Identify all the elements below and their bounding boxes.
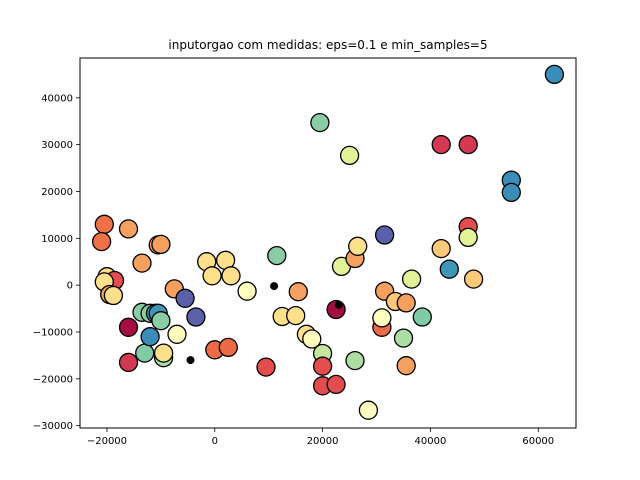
cluster-point-70 [501,182,521,203]
cluster-point-25 [186,307,206,327]
noise-point-2 [186,356,195,365]
y-tick-label-5: 20000 [41,187,73,198]
cluster-point-34 [267,245,287,266]
cluster-point-10 [132,253,152,273]
cluster-point-71 [544,64,565,85]
cluster-point-68 [463,269,484,289]
cluster-point-33 [256,357,276,377]
cluster-point-1 [91,231,112,252]
cluster-point-31 [221,266,241,286]
y-tick-label-4: 10000 [41,234,73,245]
x-tick-label-3: 40000 [415,436,447,447]
y-tick-label-3: 0 [67,281,73,292]
x-tick-label-0: −20000 [87,436,127,447]
cluster-point-8 [118,317,139,337]
cluster-point-50 [345,350,365,371]
chart-title: inputorgao com medidas: eps=0.1 e min_sa… [168,38,487,52]
cluster-point-62 [431,134,451,155]
y-axis: −30000 −20000 −10000 0 10000 20000 30000 40000 [33,93,80,432]
cluster-point-12 [151,234,171,255]
y-tick-label-1: −20000 [33,374,73,385]
cluster-point-37 [288,282,308,302]
cluster-point-55 [374,225,395,245]
cluster-point-65 [458,134,478,155]
cluster-point-47 [339,145,360,166]
cluster-point-39 [302,329,322,349]
cluster-point-67 [458,227,478,248]
y-tick-label-0: −30000 [33,421,73,432]
noise-point-1 [334,300,343,309]
cluster-point-9 [118,352,139,373]
cluster-point-21 [153,343,174,363]
cluster-point-61 [412,307,432,327]
x-axis: −20000 0 20000 40000 60000 [87,428,554,447]
cluster-point-64 [439,259,459,279]
cluster-point-14 [135,343,155,363]
cluster-point-30 [218,337,238,358]
noise-layer [186,282,343,365]
cluster-point-23 [167,324,187,344]
x-tick-label-4: 60000 [522,436,554,447]
cluster-point-57 [393,328,414,348]
points-layer [91,64,565,420]
cluster-point-49 [348,236,368,256]
cluster-point-60 [401,269,422,289]
cluster-point-58 [396,293,416,313]
noise-point-0 [270,282,279,291]
x-tick-label-1: 0 [212,436,218,447]
cluster-point-63 [431,238,451,259]
cluster-point-40 [310,112,330,133]
cluster-point-53 [372,308,392,328]
x-tick-label-2: 20000 [307,436,339,447]
y-tick-label-2: −10000 [33,327,73,338]
y-tick-label-6: 30000 [41,140,73,151]
cluster-point-51 [358,400,379,420]
cluster-point-27 [202,266,222,286]
cluster-point-16 [140,327,160,347]
cluster-point-59 [396,356,416,376]
cluster-point-19 [151,311,171,331]
cluster-point-7 [103,285,124,306]
cluster-point-42 [312,356,333,376]
cluster-point-32 [237,281,257,301]
y-tick-label-7: 40000 [41,93,73,104]
cluster-point-36 [286,305,306,326]
cluster-point-2 [118,219,139,239]
cluster-point-0 [94,214,114,234]
plot-area-frame [79,57,577,429]
cluster-point-24 [175,288,195,308]
cluster-point-44 [326,374,346,395]
